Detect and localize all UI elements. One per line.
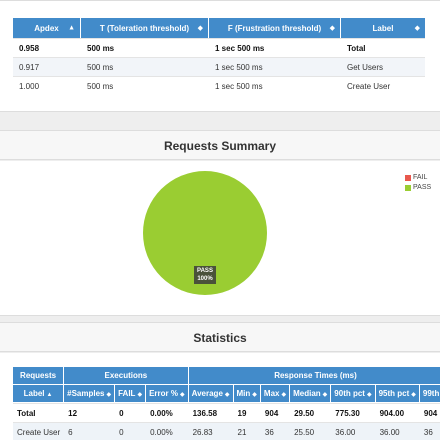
- pass-swatch-icon: [405, 185, 411, 191]
- sort-icon: ◆: [411, 392, 416, 398]
- frustration-cell: 1 sec 500 ms: [209, 76, 341, 95]
- toleration-column-header[interactable]: T (Toleration threshold) ◆: [81, 18, 209, 38]
- sort-icon: ◆: [106, 392, 112, 398]
- median-cell: 25.50: [290, 422, 332, 440]
- label-column-header[interactable]: Label ◆: [341, 18, 425, 38]
- apdex-panel: Apdex ▲ T (Toleration threshold) ◆ F (Frus…: [0, 0, 440, 112]
- p90-cell: 36.00: [331, 422, 376, 440]
- min-column-header[interactable]: Min ◆: [233, 385, 261, 403]
- fail-column-header[interactable]: FAIL ◆: [115, 385, 147, 403]
- sort-icon: ◆: [224, 392, 230, 398]
- table-row: 1.000 500 ms 1 sec 500 ms Create User: [13, 76, 425, 95]
- statistics-panel: Requests Executions Response Times (ms) …: [0, 353, 440, 440]
- requests-summary-header[interactable]: Requests Summary: [0, 130, 440, 160]
- executions-group-header: Executions: [64, 367, 189, 385]
- legend-item-fail[interactable]: FAIL: [405, 173, 431, 183]
- error-column-header[interactable]: Error % ◆: [146, 385, 189, 403]
- min-cell: 19: [233, 403, 261, 422]
- statistics-table: Requests Executions Response Times (ms) …: [13, 367, 440, 440]
- samples-column-header[interactable]: #Samples ◆: [64, 385, 116, 403]
- table-row: Create User 6 0 0.00% 26.83 21 36 25.50 …: [13, 422, 440, 440]
- max-column-header[interactable]: Max ◆: [260, 385, 291, 403]
- error-cell: 0.00%: [146, 403, 189, 422]
- sort-icon: ◆: [252, 392, 257, 398]
- apdex-cell: 1.000: [13, 76, 81, 95]
- sort-icon: ◆: [179, 392, 185, 398]
- label-cell: Create User: [13, 422, 65, 440]
- sort-asc-icon: ▲: [68, 24, 75, 32]
- min-cell: 21: [233, 422, 261, 440]
- sort-icon: ◆: [281, 392, 287, 398]
- p90-column-header[interactable]: 90th pct ◆: [331, 385, 376, 403]
- label-cell: Total: [13, 403, 65, 422]
- statistics-header[interactable]: Statistics: [0, 322, 440, 352]
- p99-cell: 904: [419, 403, 440, 422]
- toleration-cell: 500 ms: [81, 76, 209, 95]
- pie-chart: [143, 171, 267, 295]
- samples-cell: 6: [64, 422, 116, 440]
- legend-item-pass[interactable]: PASS: [405, 183, 431, 193]
- toleration-cell: 500 ms: [81, 57, 209, 76]
- sort-icon: ◆: [197, 25, 203, 32]
- frustration-cell: 1 sec 500 ms: [209, 38, 341, 57]
- label-column-header[interactable]: Label ▲: [13, 385, 65, 403]
- max-cell: 904: [260, 403, 291, 422]
- p95-column-header[interactable]: 95th pct ◆: [375, 385, 420, 403]
- sort-icon: ◆: [137, 392, 143, 398]
- median-cell: 29.50: [290, 403, 332, 422]
- apdex-cell: 0.958: [13, 38, 81, 57]
- p95-cell: 36.00: [375, 422, 420, 440]
- samples-cell: 12: [64, 403, 116, 422]
- requests-group-header: Requests: [13, 367, 65, 385]
- response-times-group-header: Response Times (ms): [188, 367, 440, 385]
- apdex-table: Apdex ▲ T (Toleration threshold) ◆ F (Frus…: [13, 18, 425, 95]
- max-cell: 36: [260, 422, 291, 440]
- fail-cell: 0: [115, 422, 147, 440]
- apdex-cell: 0.917: [13, 57, 81, 76]
- sort-icon: ◆: [414, 25, 420, 32]
- statistics-title: Statistics: [193, 331, 247, 345]
- sort-icon: ◆: [329, 25, 335, 32]
- label-cell: Get Users: [341, 57, 425, 76]
- sort-icon: ◆: [366, 392, 372, 398]
- p99-column-header[interactable]: 99th: [419, 385, 440, 403]
- table-row: 0.917 500 ms 1 sec 500 ms Get Users: [13, 57, 425, 76]
- average-column-header[interactable]: Average ◆: [188, 385, 234, 403]
- p95-cell: 904.00: [375, 403, 420, 422]
- fail-swatch-icon: [405, 175, 411, 181]
- frustration-cell: 1 sec 500 ms: [209, 57, 341, 76]
- chart-legend: FAIL PASS: [405, 173, 431, 193]
- frustration-column-header[interactable]: F (Frustration threshold) ◆: [209, 18, 341, 38]
- sort-asc-icon: ▲: [46, 392, 53, 398]
- toleration-cell: 500 ms: [81, 38, 209, 57]
- fail-cell: 0: [115, 403, 147, 422]
- requests-summary-chart: FAIL PASS PASS 100%: [0, 161, 440, 316]
- error-cell: 0.00%: [146, 422, 189, 440]
- p99-cell: 36: [419, 422, 440, 440]
- median-column-header[interactable]: Median ◆: [290, 385, 332, 403]
- label-cell: Create User: [341, 76, 425, 95]
- average-cell: 136.58: [188, 403, 234, 422]
- p90-cell: 775.30: [331, 403, 376, 422]
- sort-icon: ◆: [322, 392, 328, 398]
- pie-slice-pass[interactable]: [143, 171, 267, 295]
- requests-summary-title: Requests Summary: [163, 139, 277, 153]
- table-row: Total 12 0 0.00% 136.58 19 904 29.50 775…: [13, 403, 440, 422]
- label-cell: Total: [341, 38, 425, 57]
- table-row: 0.958 500 ms 1 sec 500 ms Total: [13, 38, 425, 57]
- average-cell: 26.83: [188, 422, 234, 440]
- apdex-column-header[interactable]: Apdex ▲: [13, 18, 81, 38]
- pie-slice-label: PASS 100%: [194, 266, 216, 284]
